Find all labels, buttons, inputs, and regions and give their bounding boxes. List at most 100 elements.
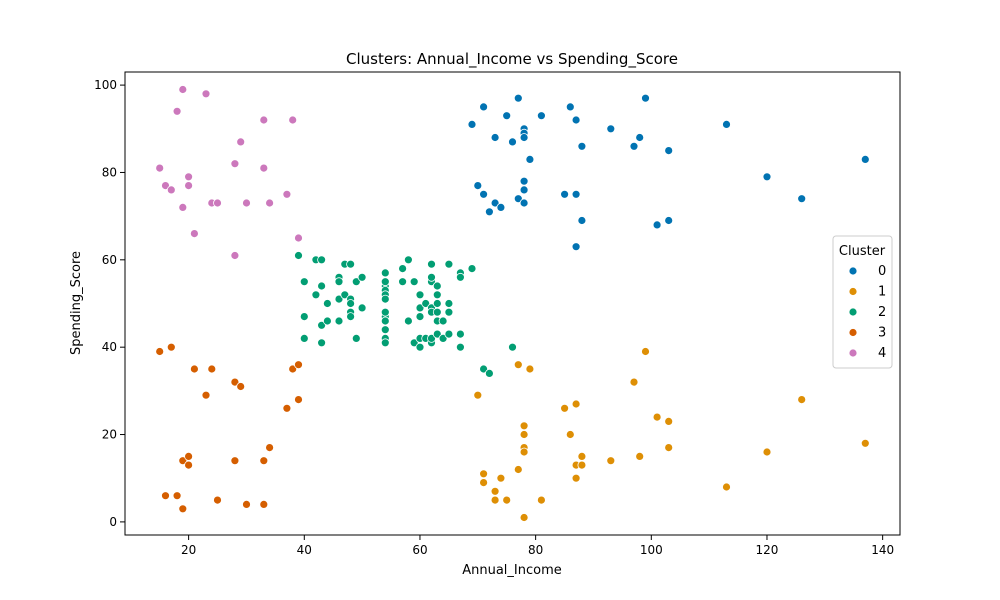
data-point bbox=[403, 316, 413, 326]
legend-label: 3 bbox=[878, 326, 886, 341]
data-point bbox=[560, 189, 569, 199]
data-point bbox=[259, 115, 269, 125]
data-point bbox=[178, 85, 188, 94]
data-point bbox=[513, 194, 523, 204]
data-point bbox=[236, 137, 246, 147]
data-point bbox=[380, 277, 390, 287]
data-point bbox=[606, 124, 616, 134]
data-point bbox=[479, 189, 489, 199]
plot-area bbox=[124, 71, 901, 536]
series-2 bbox=[294, 251, 517, 378]
data-point bbox=[508, 342, 517, 352]
data-point bbox=[351, 333, 361, 343]
data-point bbox=[380, 325, 390, 335]
data-point bbox=[166, 342, 176, 352]
x-axis: 20 40 60 80 100 120 140 bbox=[181, 535, 894, 557]
data-point bbox=[537, 111, 546, 121]
data-point bbox=[444, 307, 454, 317]
data-point bbox=[421, 299, 431, 308]
x-tick-label: 60 bbox=[412, 543, 427, 557]
data-point bbox=[479, 102, 489, 112]
data-point bbox=[860, 438, 870, 448]
data-point bbox=[236, 382, 246, 391]
data-point bbox=[652, 220, 662, 230]
data-point bbox=[444, 259, 454, 269]
data-point bbox=[282, 403, 292, 413]
y-tick-label: 0 bbox=[109, 515, 117, 529]
data-point bbox=[444, 299, 454, 308]
data-point bbox=[230, 251, 240, 260]
data-point bbox=[346, 312, 356, 322]
data-point bbox=[641, 347, 650, 356]
legend-label: 1 bbox=[878, 285, 886, 300]
data-point bbox=[288, 115, 298, 125]
data-point bbox=[722, 120, 731, 129]
data-point bbox=[444, 329, 454, 339]
data-point bbox=[189, 229, 199, 239]
data-point bbox=[294, 360, 303, 370]
data-point bbox=[189, 364, 199, 374]
data-point bbox=[519, 447, 529, 457]
data-point bbox=[519, 176, 529, 186]
x-axis-label: Annual_Income bbox=[462, 563, 562, 578]
data-point bbox=[652, 412, 662, 422]
data-point bbox=[427, 333, 436, 343]
y-tick-label: 100 bbox=[94, 78, 117, 92]
data-point bbox=[299, 333, 309, 343]
legend-title: Cluster bbox=[839, 244, 886, 259]
data-point bbox=[409, 277, 419, 287]
data-point bbox=[473, 181, 483, 191]
legend: Cluster 0 1 2 3 4 bbox=[832, 235, 893, 369]
data-point bbox=[606, 456, 616, 466]
series-0 bbox=[467, 93, 870, 252]
data-point bbox=[184, 181, 194, 191]
data-point bbox=[230, 159, 240, 169]
data-point bbox=[322, 316, 332, 326]
data-point bbox=[664, 416, 674, 426]
data-point bbox=[455, 272, 465, 282]
data-point bbox=[380, 307, 390, 317]
data-point bbox=[161, 181, 170, 191]
data-point bbox=[565, 102, 575, 112]
legend-marker bbox=[848, 348, 858, 358]
data-point bbox=[282, 189, 292, 199]
y-tick-label: 20 bbox=[102, 428, 117, 442]
data-point bbox=[403, 255, 413, 265]
data-point bbox=[508, 137, 517, 147]
legend-marker bbox=[848, 266, 858, 276]
data-point bbox=[455, 329, 465, 339]
data-point bbox=[184, 172, 194, 182]
data-point bbox=[432, 329, 442, 339]
data-point bbox=[415, 290, 425, 300]
data-point bbox=[288, 364, 298, 374]
data-point bbox=[455, 342, 465, 352]
data-point bbox=[259, 163, 269, 173]
legend-label: 2 bbox=[878, 305, 886, 320]
data-point bbox=[629, 141, 639, 151]
data-point bbox=[496, 202, 506, 212]
data-point bbox=[178, 504, 188, 514]
legend-label: 0 bbox=[878, 264, 886, 279]
x-tick-label: 100 bbox=[640, 543, 663, 557]
data-point bbox=[496, 473, 506, 483]
data-point bbox=[334, 277, 344, 287]
data-point bbox=[797, 194, 807, 204]
data-point bbox=[762, 172, 772, 182]
data-point bbox=[490, 133, 500, 142]
data-point bbox=[415, 342, 425, 352]
x-tick-label: 120 bbox=[756, 543, 779, 557]
data-point bbox=[525, 154, 535, 164]
data-point bbox=[467, 264, 477, 274]
data-point bbox=[432, 290, 442, 300]
data-point bbox=[201, 89, 211, 99]
data-point bbox=[664, 146, 674, 156]
y-tick-label: 60 bbox=[102, 253, 117, 267]
data-point bbox=[427, 272, 436, 282]
data-point bbox=[490, 495, 500, 505]
data-point bbox=[519, 185, 529, 195]
data-point bbox=[571, 115, 581, 125]
data-point bbox=[155, 347, 165, 356]
data-point bbox=[571, 242, 581, 252]
data-point bbox=[467, 120, 477, 129]
